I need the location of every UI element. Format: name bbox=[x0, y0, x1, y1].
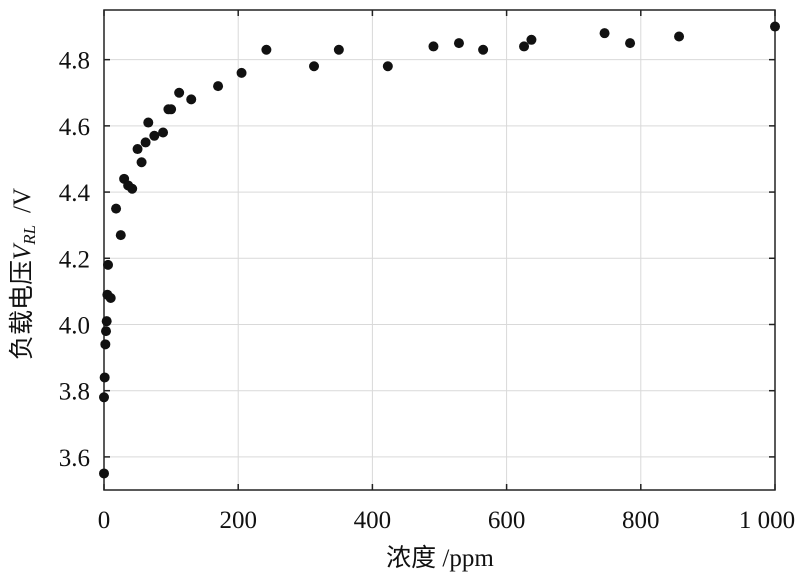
data-point bbox=[149, 130, 160, 141]
data-point bbox=[625, 38, 636, 49]
data-point bbox=[99, 468, 109, 479]
data-point bbox=[140, 137, 151, 148]
y-tick-label: 4.2 bbox=[59, 246, 90, 273]
x-tick-label: 1 000 bbox=[739, 507, 795, 534]
data-point bbox=[526, 34, 537, 45]
y-tick-label: 4.6 bbox=[59, 114, 90, 141]
y-axis-label: 负载电压VRL/V bbox=[8, 188, 39, 360]
data-points bbox=[99, 21, 780, 479]
data-point bbox=[103, 259, 114, 270]
data-point bbox=[428, 41, 439, 52]
grid-lines bbox=[104, 10, 775, 490]
data-point bbox=[599, 28, 610, 39]
data-point bbox=[236, 67, 247, 78]
data-point bbox=[519, 41, 530, 52]
data-point bbox=[143, 117, 154, 128]
x-tick-label: 0 bbox=[98, 507, 111, 534]
data-point bbox=[770, 21, 780, 32]
plot-frame bbox=[103, 9, 776, 491]
data-point bbox=[453, 38, 464, 49]
axis-ticks: 0 200 400 600 800 1 000 3.6 3.8 4.0 4.2 4.4 4.6 4.8 bbox=[59, 10, 795, 534]
x-axis-label: 浓度 /ppm bbox=[386, 544, 494, 572]
data-point bbox=[100, 339, 111, 350]
data-point bbox=[111, 203, 122, 214]
data-point bbox=[127, 183, 138, 194]
y-tick-label: 4.8 bbox=[59, 48, 90, 75]
y-axis-label-variable: V bbox=[9, 242, 36, 260]
data-point bbox=[105, 293, 116, 303]
x-tick-label: 600 bbox=[488, 507, 526, 534]
data-point bbox=[478, 44, 489, 55]
data-point bbox=[213, 81, 224, 92]
data-point bbox=[333, 44, 344, 55]
data-point bbox=[166, 104, 177, 115]
y-tick-label: 4.0 bbox=[59, 312, 90, 339]
data-point bbox=[174, 87, 185, 98]
data-point bbox=[132, 144, 143, 155]
x-tick-label: 800 bbox=[622, 507, 660, 534]
data-point bbox=[261, 44, 272, 55]
data-point bbox=[99, 392, 109, 403]
y-axis-label-subscript: RL bbox=[20, 225, 39, 246]
x-tick-label: 200 bbox=[219, 507, 257, 534]
data-point bbox=[382, 61, 393, 72]
data-point bbox=[674, 31, 685, 42]
data-point bbox=[101, 326, 112, 337]
y-tick-label: 3.8 bbox=[59, 379, 90, 406]
y-tick-label: 3.6 bbox=[59, 445, 90, 472]
y-tick-label: 4.4 bbox=[59, 180, 91, 207]
data-point bbox=[158, 127, 169, 138]
y-axis-label-unit: /V bbox=[9, 188, 36, 213]
y-axis-label-main: 负载电压 bbox=[8, 260, 36, 360]
x-tick-label: 400 bbox=[354, 507, 392, 534]
data-point bbox=[115, 230, 126, 241]
data-point bbox=[101, 316, 112, 327]
data-point bbox=[99, 372, 110, 383]
data-point bbox=[136, 157, 147, 168]
data-point bbox=[186, 94, 197, 105]
data-point bbox=[309, 61, 320, 72]
